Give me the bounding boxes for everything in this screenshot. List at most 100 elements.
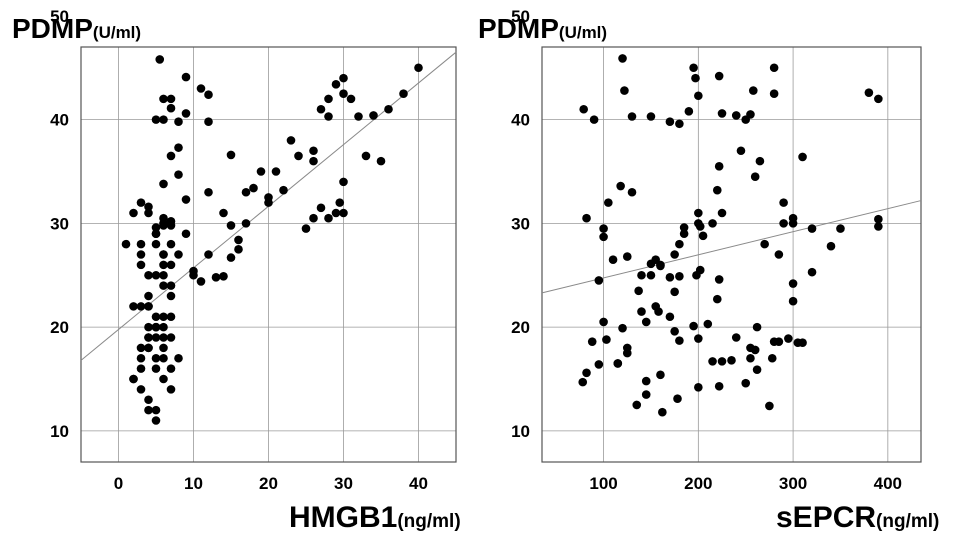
data-point <box>159 374 168 384</box>
data-point <box>151 239 161 249</box>
right-x-title: sEPCR(ng/ml) <box>776 501 939 533</box>
data-point <box>769 89 779 98</box>
data-point <box>695 222 705 231</box>
data-point <box>144 395 153 405</box>
data-point <box>750 172 760 181</box>
data-point <box>670 287 679 297</box>
data-point <box>746 353 755 363</box>
data-point <box>646 112 656 121</box>
data-point <box>779 219 788 228</box>
right-x-ticks: 100 200 300 400 <box>589 474 902 493</box>
data-point <box>159 322 168 332</box>
data-point <box>637 270 646 280</box>
data-point <box>339 73 348 83</box>
data-point <box>651 255 660 264</box>
data-point <box>159 260 168 270</box>
data-point <box>151 364 161 373</box>
data-point <box>579 104 588 114</box>
data-point <box>627 112 637 121</box>
data-point <box>166 239 176 249</box>
data-point <box>309 213 318 223</box>
data-point <box>656 261 665 271</box>
data-point <box>249 183 258 193</box>
data-point <box>196 277 206 286</box>
x-tick-label: 40 <box>409 474 428 493</box>
data-point <box>746 110 755 119</box>
data-point <box>752 365 762 374</box>
data-point <box>241 187 251 197</box>
data-point <box>331 80 341 89</box>
data-point <box>874 214 883 224</box>
data-point <box>151 322 161 332</box>
data-point <box>151 312 161 322</box>
x-tick-label: 20 <box>259 474 278 493</box>
data-point <box>204 250 213 259</box>
data-point <box>670 250 679 259</box>
data-point <box>136 250 146 259</box>
data-point <box>874 222 883 231</box>
data-point <box>637 307 646 316</box>
data-point <box>714 71 724 81</box>
data-point <box>331 208 341 218</box>
data-point <box>602 335 611 344</box>
data-point <box>599 224 608 233</box>
panel-sepcr: PDMP(U/ml) 10 20 30 40 50 100 200 300 400 sEPCR… <box>478 7 939 533</box>
data-point <box>174 117 183 126</box>
data-point <box>807 267 817 277</box>
data-point <box>159 115 168 124</box>
data-point <box>159 312 168 322</box>
data-point <box>181 72 191 82</box>
data-point <box>679 223 689 232</box>
data-point <box>144 333 153 342</box>
data-point <box>204 187 213 197</box>
data-point <box>324 112 333 121</box>
data-point <box>136 385 146 394</box>
data-point <box>694 334 703 343</box>
data-point <box>166 385 176 394</box>
y-tick-label: 20 <box>50 318 69 337</box>
data-point <box>335 198 345 207</box>
left-points <box>121 55 423 425</box>
data-point <box>155 55 165 64</box>
data-point <box>159 281 168 290</box>
data-point <box>151 270 161 280</box>
data-point <box>752 322 762 332</box>
data-point <box>309 156 318 166</box>
data-point <box>658 407 667 417</box>
data-point <box>166 291 176 301</box>
data-point <box>136 353 146 363</box>
data-point <box>675 239 684 249</box>
data-point <box>703 319 713 329</box>
data-point <box>339 208 348 218</box>
data-point <box>144 322 153 332</box>
data-point <box>166 221 176 230</box>
data-point <box>361 151 371 161</box>
data-point <box>665 117 675 126</box>
left-plot-frame <box>80 46 457 463</box>
data-point <box>159 353 168 363</box>
data-point <box>599 317 608 327</box>
data-point <box>354 112 363 121</box>
data-point <box>399 89 408 98</box>
data-point <box>578 377 588 387</box>
data-point <box>211 273 221 282</box>
data-point <box>656 370 665 380</box>
data-point <box>286 136 296 145</box>
data-point <box>339 177 348 187</box>
right-y-title: PDMP(U/ml) <box>478 13 607 44</box>
y-tick-label: 50 <box>50 7 69 26</box>
left-y-ticks: 10 20 30 40 50 <box>50 7 69 441</box>
data-point <box>613 359 623 368</box>
data-point <box>204 117 213 126</box>
data-point <box>714 162 724 171</box>
data-point <box>174 250 183 259</box>
left-grid <box>81 47 456 462</box>
data-point <box>698 231 708 241</box>
data-point <box>760 239 769 249</box>
x-tick-label: 200 <box>684 474 712 493</box>
data-point <box>241 219 251 228</box>
data-point <box>634 286 643 296</box>
data-point <box>717 109 727 118</box>
data-point <box>166 94 176 104</box>
data-point <box>641 390 651 399</box>
